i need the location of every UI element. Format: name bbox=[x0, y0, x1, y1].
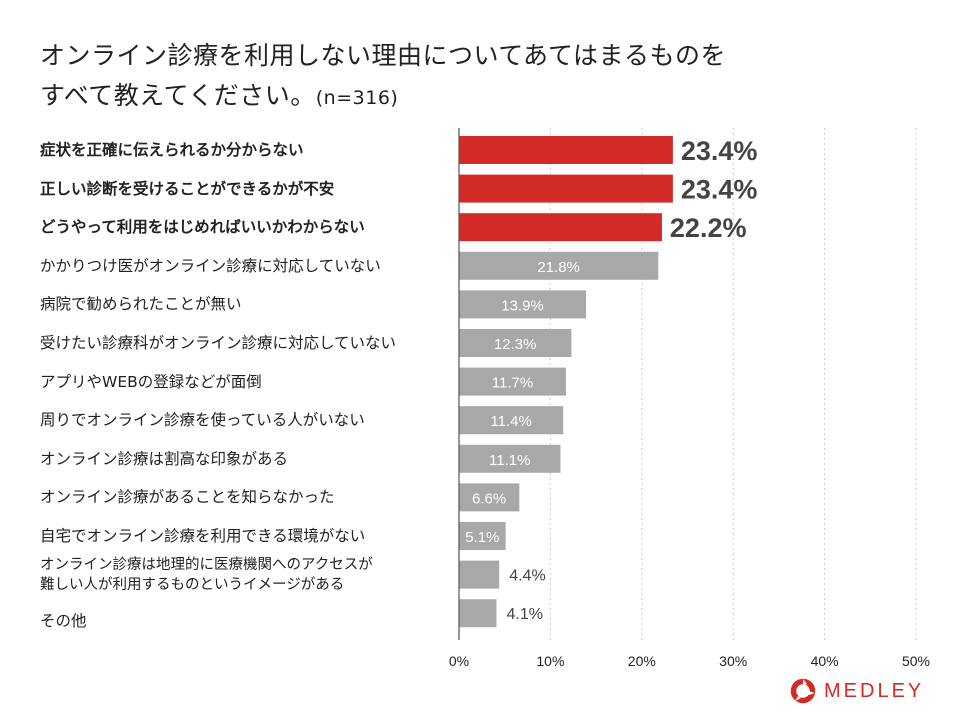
data-label: 13.9% bbox=[501, 297, 544, 314]
bar bbox=[459, 290, 587, 319]
data-label: 4.4% bbox=[509, 568, 545, 585]
bar bbox=[459, 136, 673, 164]
category-label-line: 症状を正確に伝えられるか分からない bbox=[40, 141, 304, 159]
bar bbox=[459, 483, 520, 512]
bar bbox=[459, 522, 506, 550]
data-label: 5.1% bbox=[465, 529, 499, 546]
category-label-line: 自宅でオンライン診療を利用できる環境がない bbox=[40, 527, 366, 545]
x-tick-label: 0% bbox=[449, 653, 469, 669]
title-line-1: オンライン診療を利用しない理由についてあてはまるものを bbox=[40, 41, 727, 70]
category-label-line: 正しい診断を受けることができるかが不安 bbox=[40, 179, 335, 198]
category-label: 症状を正確に伝えられるか分からない bbox=[40, 140, 450, 160]
category-label: 周りでオンライン診療を使っている人がいない bbox=[40, 410, 450, 430]
bar bbox=[459, 406, 564, 435]
category-label-line: 病院で勧められたことが無い bbox=[40, 295, 242, 314]
bar bbox=[459, 599, 497, 628]
category-label-line: 受けたい診療科がオンライン診療に対応していない bbox=[40, 334, 397, 352]
category-label: その他 bbox=[40, 611, 450, 631]
data-label: 4.1% bbox=[506, 606, 542, 623]
category-label-line: その他 bbox=[40, 612, 87, 631]
category-label: 受けたい診療科がオンライン診療に対応していない bbox=[40, 333, 450, 353]
x-tick-label: 30% bbox=[719, 653, 747, 669]
data-label: 11.7% bbox=[492, 375, 533, 392]
category-label-line: 難しい人が利用するものというイメージがある bbox=[40, 576, 345, 593]
sample-size: (n=316) bbox=[315, 87, 399, 109]
category-label-line: アプリやWEBの登録などが面倒 bbox=[40, 372, 262, 391]
category-label: オンライン診療は地理的に医療機関へのアクセスが 難しい人が利用するものというイメー… bbox=[40, 555, 450, 595]
bar bbox=[459, 560, 500, 589]
category-label: オンライン診療があることを知らなかった bbox=[40, 487, 450, 507]
bar bbox=[459, 251, 659, 280]
category-label: どうやって利用をはじめればいいかわからない bbox=[40, 217, 450, 237]
medley-logo-icon bbox=[790, 678, 816, 704]
category-label-line: どうやって利用をはじめればいいかわからない bbox=[40, 218, 365, 237]
x-tick-label: 40% bbox=[811, 653, 839, 669]
x-tick-label: 10% bbox=[536, 653, 564, 669]
category-label: 自宅でオンライン診療を利用できる環境がない bbox=[40, 526, 450, 546]
category-label-line: かかりつけ医がオンライン診療に対応していない bbox=[40, 256, 381, 275]
bar bbox=[459, 329, 572, 357]
bar bbox=[459, 174, 673, 203]
x-tick-label: 50% bbox=[902, 653, 930, 669]
bar bbox=[459, 213, 662, 242]
data-label: 22.2% bbox=[670, 213, 747, 243]
category-label: オンライン診療は割高な印象がある bbox=[40, 449, 450, 469]
category-label: 病院で勧められたことが無い bbox=[40, 294, 450, 314]
title-line-2: すべて教えてください。 bbox=[40, 81, 316, 110]
data-label: 23.4% bbox=[681, 136, 758, 166]
data-label: 11.4% bbox=[490, 413, 531, 430]
category-label-line: オンライン診療があることを知らなかった bbox=[40, 488, 335, 507]
category-label: かかりつけ医がオンライン診療に対応していない bbox=[40, 256, 450, 276]
chart-title: オンライン診療を利用しない理由についてあてはまるものを すべて教えてください。(… bbox=[40, 36, 726, 118]
category-label-line: オンライン診療は地理的に医療機関へのアクセスが bbox=[40, 556, 373, 573]
medley-logo: MEDLEY bbox=[790, 678, 924, 704]
data-label: 21.8% bbox=[537, 259, 580, 276]
category-label-line: 周りでオンライン診療を使っている人がいない bbox=[40, 411, 365, 430]
bar bbox=[459, 444, 561, 473]
data-label: 12.3% bbox=[494, 336, 537, 353]
data-label: 11.1% bbox=[489, 452, 530, 469]
medley-logo-text: MEDLEY bbox=[824, 679, 925, 702]
bar bbox=[459, 367, 566, 396]
data-label: 6.6% bbox=[472, 490, 506, 507]
category-label: 正しい診断を受けることができるかが不安 bbox=[40, 179, 450, 199]
data-label: 23.4% bbox=[681, 175, 758, 205]
x-tick-label: 20% bbox=[628, 653, 656, 669]
category-label-line: オンライン診療は割高な印象がある bbox=[40, 449, 289, 468]
category-label: アプリやWEBの登録などが面倒 bbox=[40, 372, 450, 392]
